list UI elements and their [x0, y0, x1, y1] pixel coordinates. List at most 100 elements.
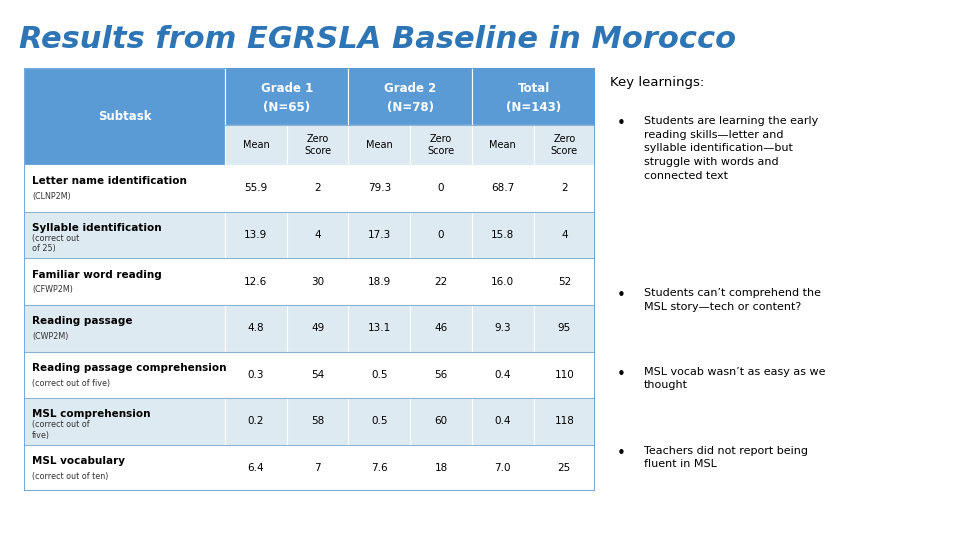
Bar [24, 68, 225, 165]
Text: Students are learning the early
reading skills—letter and
syllable identificatio: Students are learning the early reading … [644, 116, 818, 181]
Text: (CWP2M): (CWP2M) [32, 332, 68, 341]
Text: (correct out of
five): (correct out of five) [32, 420, 89, 440]
Bar [225, 352, 287, 398]
Bar [24, 165, 225, 212]
Text: 60: 60 [435, 416, 447, 427]
Text: 7.6: 7.6 [371, 463, 388, 473]
Text: Familiar word reading: Familiar word reading [32, 269, 162, 280]
Text: Mean: Mean [490, 140, 516, 150]
Text: Key learnings:: Key learnings: [610, 76, 704, 89]
Bar [287, 125, 348, 165]
Text: 4: 4 [314, 230, 321, 240]
Text: 0: 0 [438, 230, 444, 240]
Text: Letter name identification: Letter name identification [32, 177, 187, 186]
Bar [287, 165, 348, 212]
Text: •: • [616, 288, 625, 303]
Text: 2: 2 [314, 183, 321, 193]
Bar [410, 398, 471, 445]
Text: (correct out
of 25): (correct out of 25) [32, 234, 80, 253]
Text: (CLNP2M): (CLNP2M) [32, 192, 71, 201]
Text: Subtask: Subtask [98, 110, 152, 123]
Text: 30: 30 [311, 276, 324, 287]
Text: 54: 54 [311, 370, 324, 380]
Text: 2: 2 [561, 183, 567, 193]
Bar [225, 398, 287, 445]
Text: MSL comprehension: MSL comprehension [32, 409, 151, 420]
Text: Syllable identification: Syllable identification [32, 223, 161, 233]
Text: Mean: Mean [243, 140, 270, 150]
Text: 7: 7 [314, 463, 321, 473]
Text: MSL vocabulary: MSL vocabulary [32, 456, 125, 466]
Text: Teachers did not report being
fluent in MSL: Teachers did not report being fluent in … [644, 446, 807, 469]
Text: Zero
Score: Zero Score [304, 134, 331, 156]
Text: 110: 110 [555, 370, 574, 380]
Bar [287, 258, 348, 305]
Bar [471, 165, 534, 212]
Bar [348, 305, 410, 352]
Bar [410, 445, 471, 491]
Bar [287, 398, 348, 445]
Text: (correct out of ten): (correct out of ten) [32, 472, 108, 481]
Text: Mean: Mean [366, 140, 393, 150]
Text: 7.0: 7.0 [494, 463, 511, 473]
Text: •: • [616, 446, 625, 461]
Bar [225, 212, 287, 258]
Bar [534, 258, 595, 305]
Text: 0.5: 0.5 [371, 416, 388, 427]
Bar [471, 125, 534, 165]
Text: Grade 1: Grade 1 [260, 82, 313, 94]
Bar [348, 258, 410, 305]
Text: 0.5: 0.5 [371, 370, 388, 380]
Bar [410, 212, 471, 258]
Text: 13.1: 13.1 [368, 323, 391, 333]
Text: 55.9: 55.9 [244, 183, 268, 193]
Text: 0: 0 [438, 183, 444, 193]
Bar [287, 352, 348, 398]
Text: 13.9: 13.9 [244, 230, 268, 240]
Bar [410, 352, 471, 398]
Text: 0.4: 0.4 [494, 416, 511, 427]
Bar [348, 398, 410, 445]
Text: 15.8: 15.8 [492, 230, 515, 240]
Text: 4.8: 4.8 [248, 323, 264, 333]
Text: Total: Total [517, 82, 550, 94]
Bar [225, 258, 287, 305]
Bar [534, 352, 595, 398]
Text: (CFWP2M): (CFWP2M) [32, 286, 73, 294]
Text: 12.6: 12.6 [244, 276, 268, 287]
Text: 22: 22 [434, 276, 447, 287]
Text: 56: 56 [434, 370, 447, 380]
Bar [225, 305, 287, 352]
Bar [471, 68, 595, 125]
Text: 25: 25 [558, 463, 571, 473]
Bar [24, 305, 225, 352]
Bar [348, 445, 410, 491]
Bar [24, 398, 225, 445]
Text: Results from EGRSLA Baseline in Morocco: Results from EGRSLA Baseline in Morocco [19, 25, 736, 54]
Text: (N=143): (N=143) [506, 101, 561, 114]
Bar [534, 212, 595, 258]
Text: Grade 2: Grade 2 [384, 82, 436, 94]
Text: •: • [616, 367, 625, 382]
Text: Students can’t comprehend the
MSL story—tech or content?: Students can’t comprehend the MSL story—… [644, 288, 821, 312]
Text: MSL vocab wasn’t as easy as we
thought: MSL vocab wasn’t as easy as we thought [644, 367, 826, 390]
Bar [410, 305, 471, 352]
Text: •: • [616, 116, 625, 131]
Text: SCHOOL-TO-SCHOOL
INTERNATIONAL: SCHOOL-TO-SCHOOL INTERNATIONAL [38, 507, 143, 528]
Text: 58: 58 [311, 416, 324, 427]
Bar [534, 305, 595, 352]
Text: 18.9: 18.9 [368, 276, 391, 287]
Bar [471, 398, 534, 445]
Bar [348, 212, 410, 258]
Text: (N=65): (N=65) [263, 101, 310, 114]
Text: 95: 95 [558, 323, 571, 333]
Bar [534, 125, 595, 165]
Bar [225, 125, 287, 165]
Bar [287, 212, 348, 258]
Bar [24, 258, 225, 305]
Text: 4: 4 [561, 230, 567, 240]
Text: 6.4: 6.4 [248, 463, 264, 473]
Bar [471, 445, 534, 491]
Text: Reading passage comprehension: Reading passage comprehension [32, 363, 227, 373]
Bar [24, 212, 225, 258]
